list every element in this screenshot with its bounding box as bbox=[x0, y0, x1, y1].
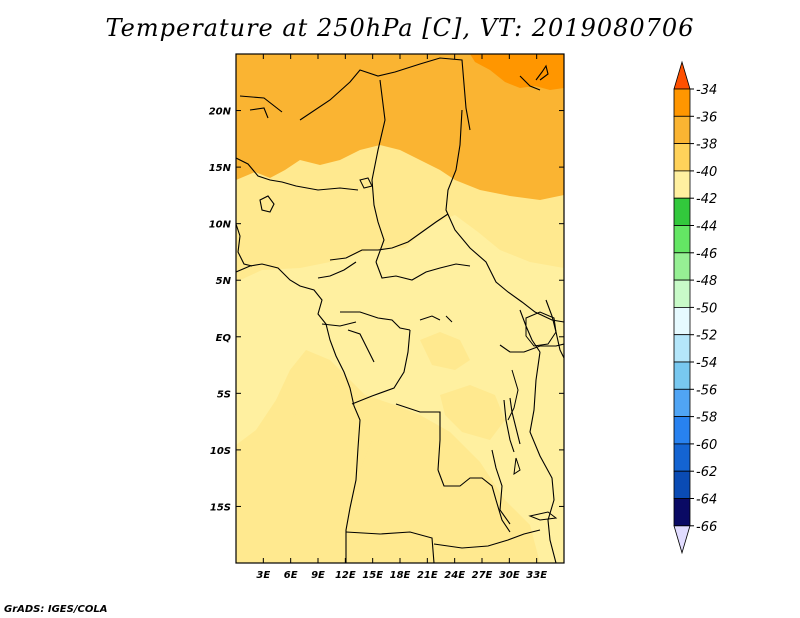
colorbar-segment bbox=[673, 361, 691, 390]
colorbar-label: -40 bbox=[696, 165, 717, 180]
contour-minus-40-patch-4 bbox=[545, 220, 564, 265]
lakes bbox=[359, 177, 558, 521]
x-tick-label: 12E bbox=[335, 570, 356, 581]
colorbar-segment bbox=[673, 279, 691, 308]
x-tick-label: 21E bbox=[417, 570, 438, 581]
colorbar-label: -44 bbox=[696, 220, 717, 235]
colorbar-segment bbox=[673, 170, 691, 199]
x-tick-label: 9E bbox=[311, 570, 325, 581]
colorbar-label: -64 bbox=[696, 493, 717, 508]
colorbar-label: -62 bbox=[696, 465, 717, 480]
colorbar-label: -66 bbox=[696, 520, 717, 535]
colorbar-label: -48 bbox=[696, 274, 717, 289]
colorbar-segment bbox=[673, 88, 691, 117]
x-tick-label: 27E bbox=[472, 570, 493, 581]
colorbar-label: -60 bbox=[696, 438, 717, 453]
grads-credit: GrADS: IGES/COLA bbox=[4, 604, 108, 615]
colorbar-segment bbox=[673, 443, 691, 472]
colorbar-segment bbox=[673, 306, 691, 336]
y-tick-label: EQ bbox=[216, 333, 232, 344]
colorbar-segment bbox=[673, 197, 691, 226]
colorbar-segment bbox=[673, 334, 691, 363]
colorbar-label: -56 bbox=[696, 383, 717, 398]
y-tick-label: 5S bbox=[217, 389, 231, 400]
chart-title: Temperature at 250hPa [C], VT: 201908070… bbox=[105, 14, 695, 42]
colorbar-label: -52 bbox=[696, 329, 717, 344]
colorbar-top-arrow bbox=[673, 60, 691, 90]
y-tick-label: 15S bbox=[210, 502, 231, 513]
colorbar-segment bbox=[673, 252, 691, 281]
colorbar-segment bbox=[673, 416, 691, 445]
x-tick-label: 6E bbox=[284, 570, 298, 581]
y-axis-ticks: 15S 10S 5S EQ 5N 10N 15N 20N bbox=[209, 107, 564, 513]
x-axis-ticks: 3E 6E 9E 12E 15E 18E 21E 24E 27E 30E 33E bbox=[256, 54, 547, 581]
colorbar-label: -36 bbox=[696, 110, 717, 125]
x-tick-label: 33E bbox=[526, 570, 547, 581]
country-borders bbox=[236, 57, 564, 563]
colorbar-segment bbox=[673, 225, 691, 254]
colorbar-label: -38 bbox=[696, 138, 717, 153]
contour-minus-42 bbox=[236, 215, 564, 563]
colorbar-segment bbox=[673, 143, 691, 172]
y-tick-label: 10N bbox=[209, 220, 232, 231]
colorbar-label: -58 bbox=[696, 411, 717, 426]
contour-minus-40-patch-5 bbox=[236, 212, 280, 255]
colorbar-label: -46 bbox=[696, 247, 717, 262]
colorbar-label: -50 bbox=[696, 301, 717, 316]
colorbar-label: -54 bbox=[696, 356, 717, 371]
x-tick-label: 18E bbox=[390, 570, 411, 581]
x-tick-label: 30E bbox=[499, 570, 520, 581]
contour-minus-40-patch-1 bbox=[236, 385, 372, 563]
colorbar-segment bbox=[673, 470, 691, 499]
contour-minus-40-patch-3 bbox=[440, 385, 505, 440]
x-tick-label: 15E bbox=[362, 570, 383, 581]
colorbar-label: -34 bbox=[696, 83, 717, 98]
x-tick-label: 24E bbox=[444, 570, 465, 581]
colorbar-bottom-arrow bbox=[673, 525, 691, 555]
y-tick-label: 5N bbox=[216, 276, 232, 287]
colorbar-segment bbox=[673, 498, 691, 527]
x-tick-label: 3E bbox=[256, 570, 270, 581]
colorbar-segment bbox=[673, 115, 691, 145]
colorbar-segment bbox=[673, 388, 691, 417]
y-tick-label: 15N bbox=[209, 163, 232, 174]
y-tick-label: 10S bbox=[210, 446, 231, 457]
contour-minus-40-patch-2 bbox=[420, 332, 470, 370]
y-tick-label: 20N bbox=[209, 107, 232, 118]
contour-minus-38 bbox=[236, 54, 564, 200]
contour-minus-36 bbox=[470, 54, 564, 90]
colorbar-label: -42 bbox=[696, 192, 717, 207]
